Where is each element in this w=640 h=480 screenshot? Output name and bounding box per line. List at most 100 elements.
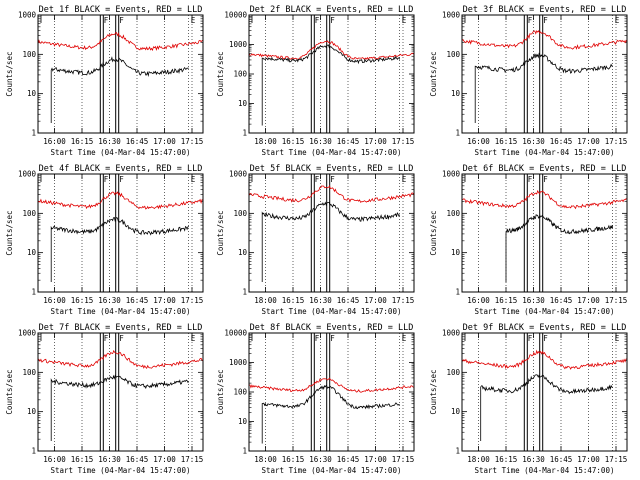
x-tick-label: 18:00 [467,455,490,464]
y-tick-label: 100 [22,209,36,218]
x-tick-label: 16:15 [495,137,518,146]
x-tick-label: 16:15 [71,137,94,146]
y-axis-label: Counts/sec [429,369,438,414]
y-tick-label: 100 [233,209,247,218]
y-axis-label: Counts/sec [216,210,225,255]
panel-det-2f: Det 2f BLACK = Events, RED = LLD Counts/s… [216,5,415,157]
x-tick-label: 16:30 [98,296,121,305]
marker-label: F [528,16,533,25]
y-tick-label: 1 [455,129,460,138]
series-events-black [50,56,189,123]
x-tick-label: 18:00 [254,455,277,464]
y-tick-label: 1000 [229,40,248,49]
y-tick-label: 1 [31,288,36,297]
y-tick-label: 1000 [18,11,37,20]
panel-title: Det 1f BLACK = Events, RED = LLD [39,5,203,15]
x-tick-label: 16:30 [522,296,545,305]
plot-frame [461,14,628,134]
y-tick-label: 10 [451,407,461,416]
x-tick-label: 17:15 [605,296,628,305]
x-tick-label: 17:00 [153,137,176,146]
series-events-black [50,216,189,282]
x-tick-label: 16:45 [337,455,360,464]
x-tick-label: 17:00 [153,296,176,305]
y-tick-label: 1 [242,288,247,297]
panel-det-7f: Det 7f BLACK = Events, RED = LLD Counts/s… [5,323,204,475]
x-tick-label: 18:00 [254,137,277,146]
x-axis-label: Start Time (04-Mar-04 15:47:00) [262,148,402,157]
y-tick-label: 1000 [442,170,461,179]
marker-label: F [528,334,533,343]
series-lld-red [461,189,628,210]
x-tick-label: 16:30 [522,455,545,464]
y-tick-label: 1000 [229,358,248,367]
y-tick-label: 100 [446,368,460,377]
y-axis-label: Counts/sec [216,369,225,414]
marker-label: F [543,16,548,25]
x-tick-label: 17:15 [392,137,415,146]
x-tick-label: 16:45 [550,296,573,305]
series-lld-red [37,191,204,210]
y-tick-label: 10000 [224,11,247,20]
series-events-black [480,374,613,441]
panel-title: Det 8f BLACK = Events, RED = LLD [250,323,414,333]
marker-label: F [315,334,320,343]
x-tick-label: 16:30 [98,455,121,464]
y-axis-label: Counts/sec [5,210,14,255]
panel-det-9f: Det 9f BLACK = Events, RED = LLD Counts/s… [429,323,628,475]
x-tick-label: 16:30 [309,455,332,464]
y-tick-label: 10 [238,417,248,426]
y-axis-label: Counts/sec [429,51,438,96]
marker-label: F [330,334,335,343]
y-tick-label: 100 [233,388,247,397]
series-events-black [261,384,400,444]
x-axis-label: Start Time (04-Mar-04 15:47:00) [475,466,615,475]
series-events-black [50,374,189,441]
x-tick-label: 17:00 [364,455,387,464]
x-tick-label: 17:00 [577,455,600,464]
marker-label: E [615,175,620,184]
x-axis-label: Start Time (04-Mar-04 15:47:00) [475,307,615,316]
panel-title: Det 3f BLACK = Events, RED = LLD [463,5,627,15]
x-tick-label: 17:00 [364,296,387,305]
x-tick-label: 16:45 [550,455,573,464]
marker-label: F [315,16,320,25]
x-tick-label: 16:00 [467,137,490,146]
plot-frame [248,14,415,134]
y-tick-label: 1000 [229,170,248,179]
y-tick-label: 10 [451,248,461,257]
x-tick-label: 16:00 [467,296,490,305]
panel-title: Det 2f BLACK = Events, RED = LLD [250,5,414,15]
y-axis-label: Counts/sec [5,369,14,414]
y-tick-label: 1 [242,129,247,138]
series-events-black [474,52,613,123]
y-tick-label: 100 [446,209,460,218]
y-tick-label: 1 [455,288,460,297]
y-tick-label: 1 [31,447,36,456]
x-tick-label: 16:15 [282,455,305,464]
marker-label: F [543,334,548,343]
y-axis-label: Counts/sec [216,51,225,96]
x-tick-label: 16:45 [337,296,360,305]
panel-det-4f: Det 4f BLACK = Events, RED = LLD Counts/s… [5,164,204,316]
series-events-black [505,213,614,282]
y-tick-label: 10 [27,89,37,98]
series-events-black [261,44,401,126]
series-lld-red [248,185,415,203]
y-axis-label: Counts/sec [429,210,438,255]
series-lld-red [37,32,204,52]
panel-det-1f: Det 1f BLACK = Events, RED = LLD Counts/s… [5,5,204,157]
y-tick-label: 100 [233,70,247,79]
y-tick-label: 10 [238,99,248,108]
x-tick-label: 17:15 [605,455,628,464]
marker-label: E [615,16,620,25]
x-tick-label: 16:00 [43,455,66,464]
panel-title: Det 7f BLACK = Events, RED = LLD [39,323,203,333]
marker-label: E [191,175,196,184]
x-tick-label: 17:15 [392,455,415,464]
y-axis-label: Counts/sec [5,51,14,96]
y-tick-label: 1 [31,129,36,138]
x-tick-label: 16:45 [550,137,573,146]
x-tick-label: 16:15 [495,296,518,305]
